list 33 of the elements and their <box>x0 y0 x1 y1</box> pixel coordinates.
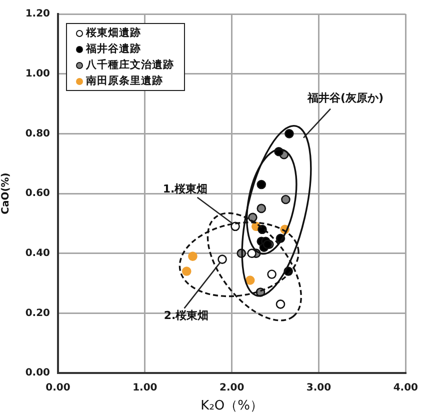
legend-label: 八千種庄文治遺跡 <box>86 58 174 73</box>
point <box>267 270 276 279</box>
point <box>218 254 227 264</box>
y-tick-label: 0.40 <box>25 248 50 259</box>
point <box>248 212 258 222</box>
x-tick-label: 4.00 <box>393 382 418 394</box>
point <box>281 194 290 204</box>
point <box>188 252 198 261</box>
annotation: 1.桜東畑 <box>162 182 208 196</box>
y-axis-title: CaO(%) <box>0 172 12 214</box>
legend-label: 南田原条里遺跡 <box>86 74 163 89</box>
point <box>276 300 286 309</box>
y-tick-label: 0.60 <box>25 188 50 200</box>
legend-label: 福井谷遺跡 <box>86 42 141 57</box>
point <box>256 180 266 190</box>
point <box>247 248 256 258</box>
x-tick-label: 1.00 <box>132 382 158 394</box>
x-axis-title: K₂O（%） <box>200 398 263 414</box>
point <box>256 204 266 214</box>
point <box>284 129 294 138</box>
y-tick-label: 0.00 <box>25 368 50 379</box>
annotation: 2.桜東畑 <box>164 309 209 322</box>
y-tick-label: 0.20 <box>25 308 50 319</box>
x-tick-label: 0.00 <box>46 382 70 394</box>
y-tick-label: 0.80 <box>25 128 50 140</box>
x-tick-label: 2.00 <box>219 382 244 394</box>
annotation: 福井谷(灰原か) <box>306 92 384 105</box>
y-tick-label: 1.00 <box>25 68 50 80</box>
point <box>245 276 255 285</box>
x-tick-label: 3.00 <box>306 382 332 394</box>
legend-label: 桜東畑遺跡 <box>86 26 141 41</box>
y-tick-label: 1.20 <box>25 8 50 20</box>
point <box>182 266 192 276</box>
